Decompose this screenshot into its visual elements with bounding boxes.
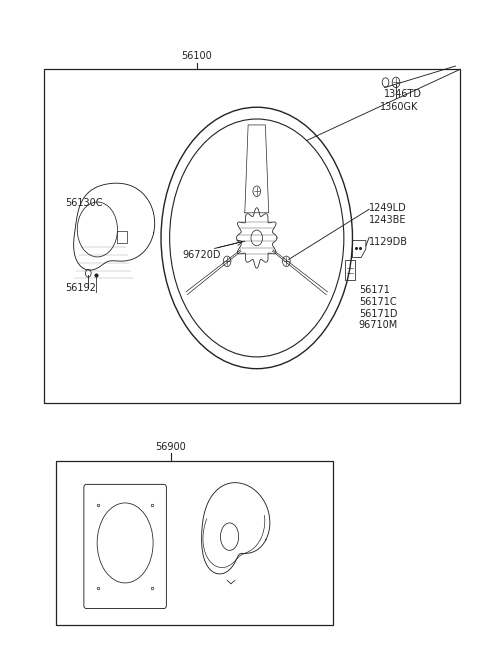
Text: 96720D: 96720D: [182, 250, 221, 261]
Text: 1129DB: 1129DB: [369, 237, 408, 248]
Text: 1346TD: 1346TD: [384, 89, 421, 99]
Text: 1249LD: 1249LD: [369, 203, 407, 214]
Text: 1360GK: 1360GK: [380, 102, 419, 112]
Text: 96710M: 96710M: [359, 320, 398, 330]
Text: 56192: 56192: [65, 283, 96, 293]
Text: 56171D: 56171D: [359, 309, 397, 318]
Text: 56171: 56171: [359, 285, 390, 295]
Text: 56130C: 56130C: [65, 198, 103, 208]
Text: 56900: 56900: [155, 441, 186, 452]
Text: 1243BE: 1243BE: [369, 215, 407, 225]
Text: 56100: 56100: [181, 52, 212, 62]
Text: 56171C: 56171C: [359, 297, 396, 307]
